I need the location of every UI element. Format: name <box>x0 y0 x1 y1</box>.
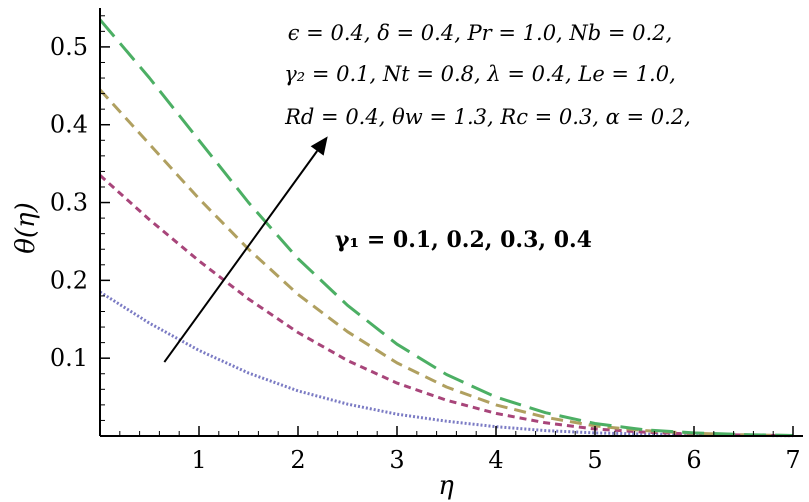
annotation-label: γ₁ = 0.1, 0.2, 0.3, 0.4 <box>335 227 592 253</box>
series-line-3 <box>98 88 794 438</box>
y-axis-title: θ(η) <box>11 202 41 254</box>
y-tick-label: 0.3 <box>50 189 88 217</box>
y-tick-label: 0.2 <box>50 266 88 294</box>
parameter-block: ϵ = 0.4, δ = 0.4, Pr = 1.0, Nb = 0.2, γ₂… <box>284 21 691 129</box>
x-tick-label: 2 <box>290 446 305 474</box>
x-axis-title: η <box>438 471 454 501</box>
parameter-line-2: γ₂ = 0.1, Nt = 0.8, λ = 0.4, Le = 1.0, <box>284 62 676 86</box>
x-minor-ticks <box>119 431 774 436</box>
axes-layer: 1 2 3 4 5 6 7 0.1 0.2 0.3 0.4 0.5 <box>50 8 803 474</box>
x-tick-label: 1 <box>191 446 206 474</box>
x-ticks: 1 2 3 4 5 6 7 <box>191 426 801 474</box>
y-minor-ticks <box>100 15 105 421</box>
x-tick-label: 5 <box>587 446 602 474</box>
annotation-layer: γ₁ = 0.1, 0.2, 0.3, 0.4 <box>163 136 592 363</box>
x-tick-label: 3 <box>389 446 404 474</box>
annotation-arrow <box>163 150 318 363</box>
y-tick-label: 0.4 <box>50 111 88 139</box>
parameter-line-3: Rd = 0.4, θw = 1.3, Rc = 0.3, α = 0.2, <box>284 105 691 129</box>
y-tick-label: 0.1 <box>50 344 88 372</box>
parameter-line-1: ϵ = 0.4, δ = 0.4, Pr = 1.0, Nb = 0.2, <box>288 21 673 45</box>
series-line-4 <box>98 18 794 437</box>
series-line-1 <box>99 290 794 438</box>
series-layer <box>98 18 794 438</box>
annotation-arrowhead <box>310 136 328 156</box>
y-tick-label: 0.5 <box>50 33 88 61</box>
x-tick-label: 6 <box>686 446 701 474</box>
x-tick-label: 4 <box>488 446 503 474</box>
y-ticks: 0.1 0.2 0.3 0.4 0.5 <box>50 33 110 372</box>
series-line-2 <box>98 174 794 438</box>
x-tick-label: 7 <box>785 446 800 474</box>
